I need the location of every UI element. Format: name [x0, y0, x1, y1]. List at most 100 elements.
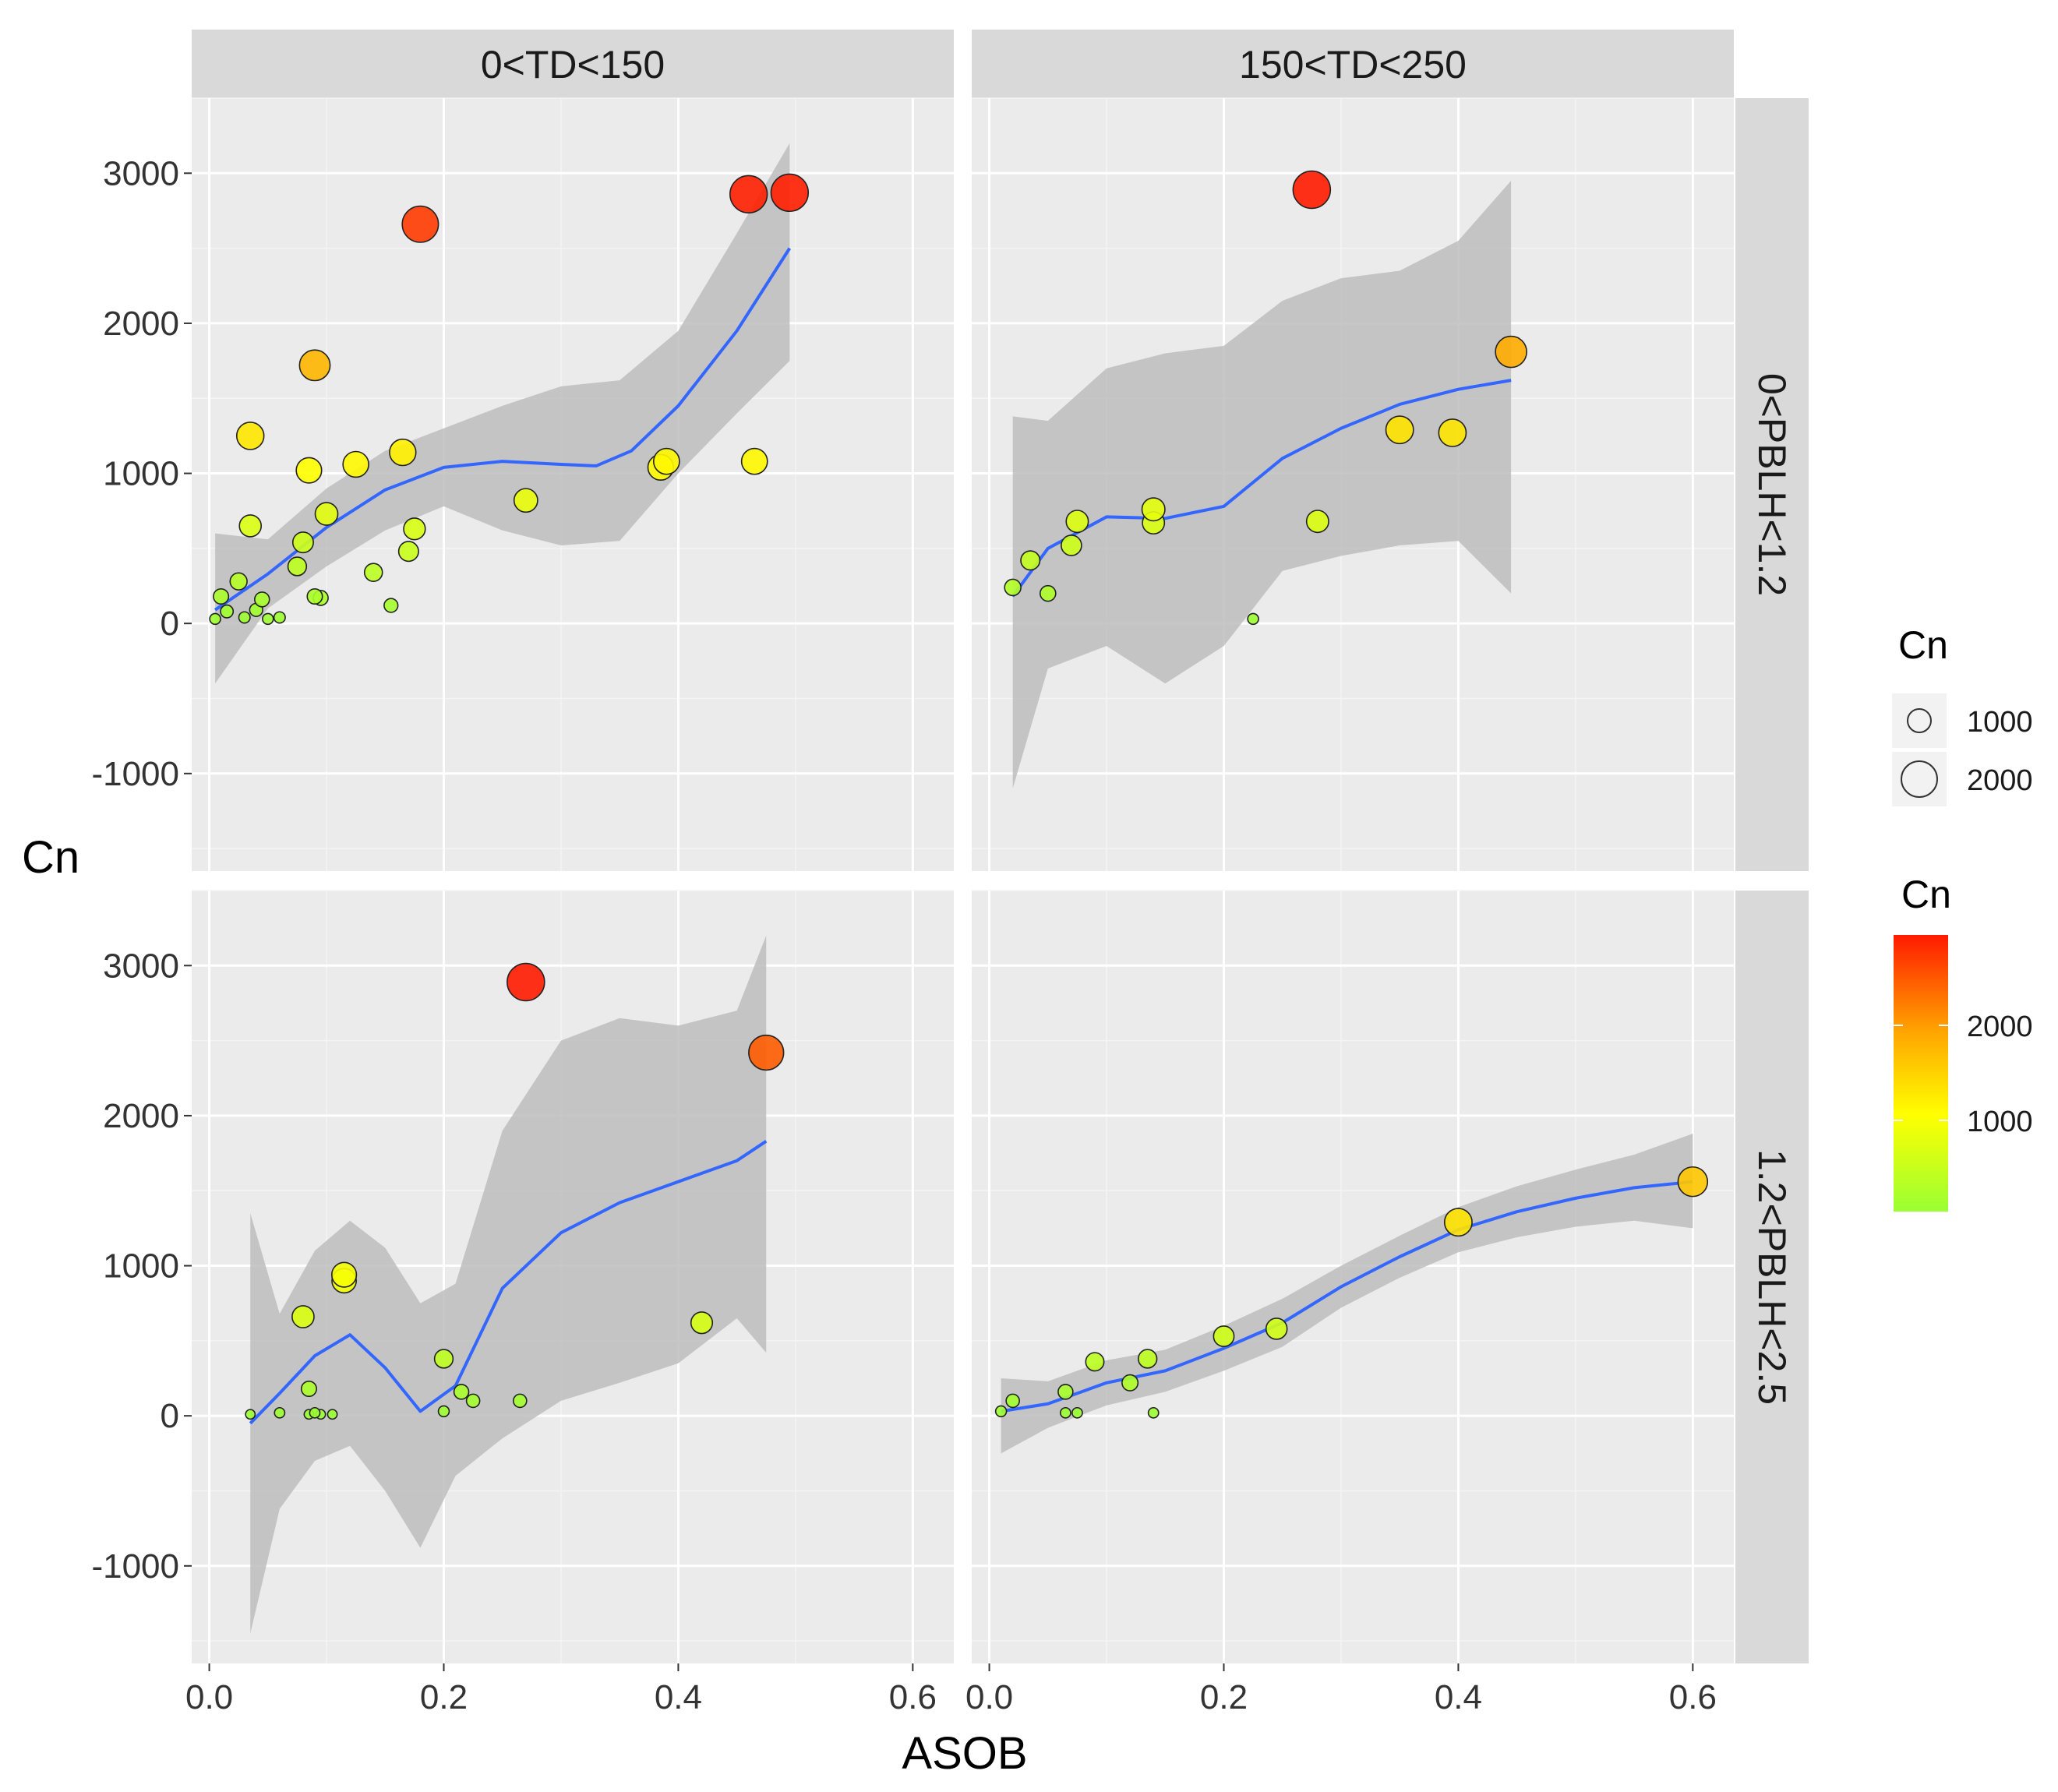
data-point — [1040, 584, 1057, 602]
y-tick-label: -1000 — [91, 1547, 179, 1586]
panel-3: -1000 0 1000 2000 3000 0.0 0.2 0.4 0.6 — [91, 890, 954, 1716]
data-point — [1071, 1406, 1083, 1419]
data-point — [314, 502, 339, 526]
data-point — [403, 517, 426, 541]
data-point — [262, 612, 274, 626]
data-point — [274, 1406, 286, 1419]
size-legend-label-1: 1000 — [1967, 706, 2033, 739]
size-legend: Cn 1000 2000 — [1892, 623, 2033, 806]
data-point — [512, 1393, 528, 1409]
x-axis-title: ASOB — [902, 1728, 1027, 1779]
data-point — [507, 962, 545, 1002]
size-legend-label-2: 2000 — [1967, 764, 2033, 797]
data-point — [1385, 415, 1414, 445]
data-point — [1061, 534, 1082, 556]
color-legend-label-1000: 1000 — [1967, 1106, 2033, 1138]
size-legend-title: Cn — [1898, 623, 1948, 667]
size-legend-key-1 — [1907, 708, 1932, 733]
data-point — [1138, 1349, 1158, 1369]
size-legend-key-2-bg — [1892, 752, 1947, 806]
data-point — [437, 1405, 450, 1418]
confidence-ribbon — [1012, 180, 1512, 789]
color-legend-bar — [1894, 935, 1948, 1212]
data-point — [1438, 418, 1467, 447]
strip-row-2-label: 1.2<PBLH<2.5 — [1750, 1149, 1794, 1405]
x-tick-label: 0.6 — [889, 1678, 937, 1716]
data-point — [327, 1409, 338, 1420]
strip-row-2 — [1735, 891, 1809, 1663]
data-point — [1213, 1325, 1235, 1348]
data-point — [652, 447, 680, 475]
y-tick-label: -1000 — [91, 755, 179, 793]
data-point — [1443, 1208, 1473, 1237]
data-point — [770, 173, 810, 213]
x-tick-label: 0.2 — [1200, 1678, 1248, 1716]
data-point — [220, 604, 235, 619]
data-point — [1141, 497, 1166, 522]
data-point — [1121, 1374, 1139, 1392]
data-point — [748, 1034, 785, 1071]
data-point — [238, 611, 251, 624]
data-point — [291, 531, 314, 554]
color-legend: Cn 2000 1000 — [1894, 873, 2033, 1212]
data-point — [1065, 510, 1089, 534]
smooth-line — [214, 247, 792, 612]
data-point — [1085, 1352, 1105, 1372]
data-point — [363, 563, 383, 582]
data-point — [729, 175, 768, 213]
data-point — [209, 612, 221, 626]
data-point — [465, 1393, 481, 1409]
data-point — [238, 514, 263, 538]
confidence-ribbon — [1001, 1134, 1693, 1454]
data-point — [342, 450, 369, 478]
size-legend-key-2 — [1901, 760, 1938, 798]
data-point — [433, 1349, 454, 1369]
panel-1: -1000 0 1000 2000 3000 — [91, 97, 954, 871]
strip-col-1 — [192, 30, 954, 98]
data-point — [1005, 1393, 1020, 1409]
strip-col-1-label: 0<TD<150 — [481, 43, 665, 86]
data-point — [389, 438, 417, 467]
y-tick-label: 0 — [161, 1397, 179, 1435]
data-point — [330, 1261, 358, 1288]
data-point — [1292, 170, 1332, 210]
x-tick-label: 0.0 — [965, 1678, 1013, 1716]
data-point — [295, 457, 323, 484]
data-point — [1057, 1384, 1074, 1400]
data-point — [453, 1384, 470, 1400]
data-point — [1677, 1166, 1709, 1198]
x-tick-label: 0.4 — [655, 1678, 702, 1716]
x-tick-label: 0.0 — [185, 1678, 233, 1716]
y-axis-title: Cn — [22, 832, 79, 883]
data-point — [1265, 1318, 1288, 1340]
data-point — [287, 556, 308, 577]
data-point — [235, 422, 265, 450]
data-point — [245, 1409, 256, 1420]
y-tick-label: 1000 — [103, 1247, 179, 1286]
data-point — [298, 349, 331, 382]
y-tick-label: 1000 — [103, 455, 179, 493]
data-point — [306, 587, 323, 605]
y-tick-label: 3000 — [103, 947, 179, 985]
data-point — [513, 488, 538, 513]
data-point — [213, 587, 230, 605]
size-legend-key-1-bg — [1892, 693, 1947, 748]
data-point — [254, 591, 270, 608]
y-tick-label: 3000 — [103, 154, 179, 192]
color-legend-title: Cn — [1901, 873, 1951, 916]
strip-row-1 — [1735, 98, 1809, 871]
data-point — [1495, 335, 1527, 369]
data-point — [740, 447, 768, 475]
data-point — [300, 1380, 317, 1398]
panel-4: 0.0 0.2 0.4 0.6 — [965, 890, 1734, 1716]
data-point — [994, 1405, 1008, 1418]
data-point — [397, 541, 419, 563]
data-point — [309, 1406, 321, 1419]
data-point — [1059, 1406, 1071, 1419]
x-tick-label: 0.6 — [1669, 1678, 1717, 1716]
y-tick-label: 2000 — [103, 305, 179, 343]
data-point — [1305, 510, 1329, 534]
strip-row-1-label: 0<PBLH<1.2 — [1750, 373, 1794, 596]
